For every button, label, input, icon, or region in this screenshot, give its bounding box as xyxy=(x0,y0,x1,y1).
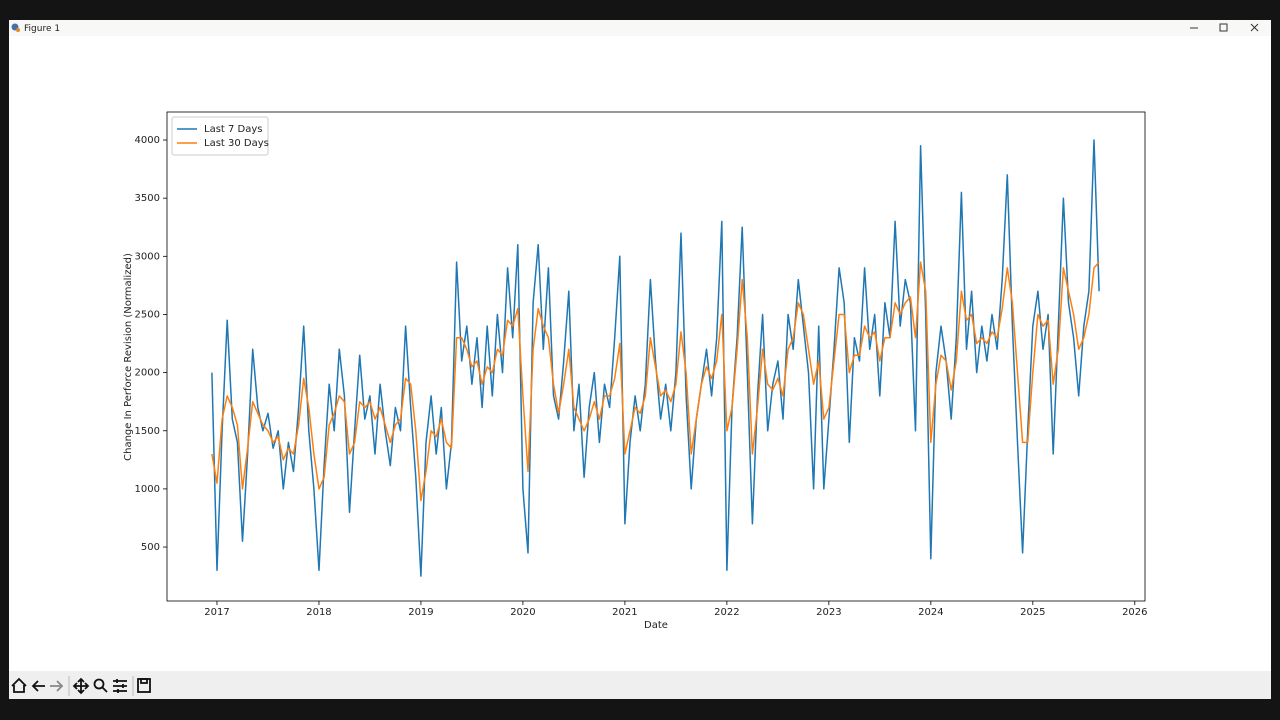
toolbar xyxy=(9,671,1271,699)
x-tick-label: 2024 xyxy=(918,607,943,618)
close-button[interactable] xyxy=(1250,23,1259,32)
series-line xyxy=(211,261,1100,502)
pan-button[interactable] xyxy=(72,677,90,695)
home-button[interactable] xyxy=(11,677,27,693)
x-tick-label: 2022 xyxy=(714,607,739,618)
window-title: Figure 1 xyxy=(24,24,60,34)
x-tick-label: 2020 xyxy=(510,607,535,618)
series-line xyxy=(211,139,1100,577)
plot: Date Change In Perforce Revision (Normal… xyxy=(123,111,1146,631)
x-tick-label: 2021 xyxy=(612,607,637,618)
legend-label: Last 30 Days xyxy=(204,138,269,149)
title-bar xyxy=(9,20,1271,36)
x-tick-label: 2025 xyxy=(1020,607,1045,618)
zoom-button[interactable] xyxy=(93,678,108,693)
x-tick-label: 2026 xyxy=(1122,607,1147,618)
app-icon xyxy=(11,23,20,32)
save-button[interactable] xyxy=(137,678,151,693)
legend-label: Last 7 Days xyxy=(204,124,263,135)
x-tick-label: 2023 xyxy=(816,607,841,618)
x-axis-label: Date xyxy=(644,620,668,631)
forward-button[interactable] xyxy=(50,680,64,692)
configure-button[interactable] xyxy=(113,679,127,693)
restore-button[interactable] xyxy=(1219,23,1228,32)
y-tick-label: 1500 xyxy=(135,426,160,437)
y-tick-label: 4000 xyxy=(135,135,160,146)
plot-area xyxy=(166,111,1146,602)
y-axis-label: Change In Perforce Revision (Normalized) xyxy=(123,253,134,461)
x-tick-label: 2019 xyxy=(408,607,433,618)
x-tick-label: 2017 xyxy=(204,607,229,618)
y-tick-label: 3000 xyxy=(135,251,160,262)
y-tick-label: 2500 xyxy=(135,309,160,320)
y-tick-label: 2000 xyxy=(135,368,160,379)
x-tick-label: 2018 xyxy=(306,607,331,618)
back-button[interactable] xyxy=(31,680,45,692)
y-tick-label: 3500 xyxy=(135,193,160,204)
legend-box xyxy=(171,116,269,156)
y-tick-label: 1000 xyxy=(135,484,160,495)
y-tick-label: 500 xyxy=(141,542,160,553)
